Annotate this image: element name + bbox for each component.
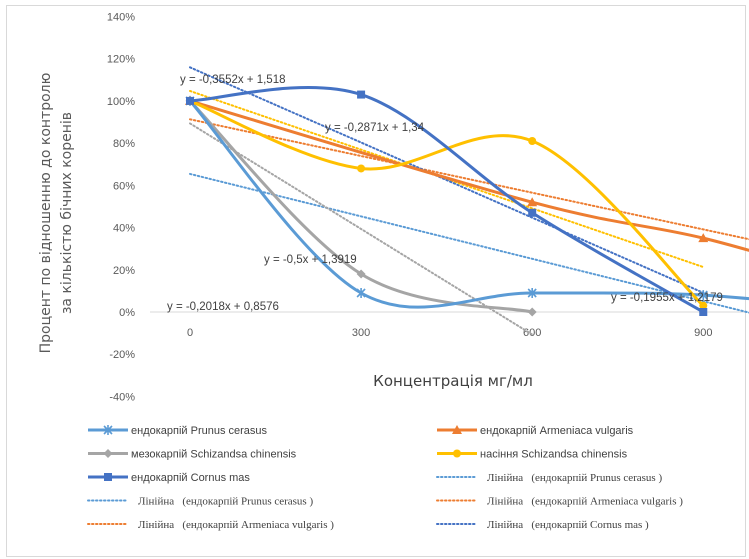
x-tick-label: 600 — [523, 327, 541, 339]
data-point — [528, 208, 537, 217]
data-point — [357, 164, 366, 173]
series-square — [186, 85, 708, 316]
legend-item: Лінійна (ендокарпій Prunus cerasus ) — [87, 496, 313, 508]
legend-label: Лінійна (ендокарпій Cornus mas ) — [487, 519, 649, 531]
legend-item: ендокарпій Armeniaca vulgaris — [437, 425, 634, 437]
legend-label: Лінійна (ендокарпій Armeniaca vulgaris ) — [487, 496, 683, 508]
x-tick-label: 300 — [352, 327, 370, 339]
legend-marker — [453, 449, 461, 458]
series-star — [185, 95, 749, 309]
y-tick-label: 80% — [113, 138, 135, 150]
data-point — [699, 301, 708, 310]
data-point — [356, 288, 366, 299]
data-point — [528, 137, 537, 146]
series-line — [188, 99, 749, 309]
series-line — [189, 99, 705, 307]
y-tick-label: 120% — [107, 54, 135, 66]
legend-item: Лінійна (ендокарпій Armeniaca vulgaris ) — [87, 519, 334, 531]
y-tick-label: 100% — [107, 96, 135, 108]
y-tick-label: 40% — [113, 223, 135, 235]
y-tick-label: -40% — [109, 391, 135, 403]
x-tick-label: 0 — [187, 327, 193, 339]
data-point — [698, 290, 708, 301]
series-line — [189, 99, 749, 252]
legend-marker — [104, 473, 112, 481]
data-point — [699, 308, 708, 316]
x-tick-label: 900 — [694, 327, 712, 339]
legend-item: мезокарпій Schizandsa chinensis — [88, 449, 297, 461]
y-tick-label: 140% — [107, 11, 135, 23]
legend-label: Лінійна (ендокарпій Prunus cerasus ) — [487, 472, 662, 484]
y-axis-title-line2: за кількістю бічних коренів — [59, 112, 75, 314]
series-line — [189, 85, 705, 314]
y-tick-label: 20% — [113, 265, 135, 277]
data-point — [356, 269, 366, 279]
legend-label: ендокарпій Armeniaca vulgaris — [480, 425, 634, 437]
data-point — [527, 197, 538, 207]
legend-label: ендокарпій Cornus mas — [131, 472, 250, 484]
data-point — [527, 307, 537, 317]
y-tick-label: 0% — [119, 307, 135, 319]
legend-label: Лінійна (ендокарпій Armeniaca vulgaris ) — [138, 519, 334, 531]
legend-marker — [452, 425, 462, 434]
trendline — [189, 172, 749, 314]
legend-item: ендокарпій Prunus cerasus — [88, 425, 268, 437]
legend-label: мезокарпій Schizandsa chinensis — [131, 449, 297, 461]
legend-item: насіння Schizandsa chinensis — [437, 449, 628, 461]
legend-marker — [103, 449, 113, 458]
y-tick-label: 60% — [113, 180, 135, 192]
trendline-equation: y = -0,3552x + 1,518 — [180, 74, 286, 86]
series-triangle — [185, 95, 749, 252]
x-axis-title: Концентрація мг/мл — [373, 372, 533, 390]
legend-item: ендокарпій Cornus mas — [88, 472, 250, 484]
data-point — [698, 233, 709, 243]
data-point — [357, 90, 366, 99]
data-point — [186, 96, 194, 105]
legend-item: Лінійна (ендокарпій Cornus mas ) — [436, 519, 649, 531]
chart-frame — [6, 5, 746, 557]
trendline — [189, 66, 705, 294]
y-axis-title-line1: Процент по відношенню до контролю — [38, 72, 54, 353]
legend-label: насіння Schizandsa chinensis — [480, 449, 628, 461]
trendline-equation: y = -0,2871x + 1,34 — [325, 122, 425, 134]
data-point — [527, 288, 537, 299]
trendline-equation: y = -0,5x + 1,3919 — [264, 254, 357, 266]
trendline-equation: y = -0,2018x + 0,8576 — [167, 301, 279, 313]
legend-item: Лінійна (ендокарпій Prunus cerasus ) — [436, 472, 662, 484]
legend-item: Лінійна (ендокарпій Armeniaca vulgaris ) — [436, 496, 683, 508]
trendline-equation: y = -0,1955x + 1,2179 — [611, 292, 723, 304]
series-circle — [186, 96, 708, 310]
legend-label: Лінійна (ендокарпій Prunus cerasus ) — [138, 496, 313, 508]
legend-label: ендокарпій Prunus cerasus — [131, 425, 268, 437]
y-tick-label: -20% — [109, 349, 135, 361]
trendline — [189, 118, 749, 241]
legend-marker — [103, 425, 113, 435]
